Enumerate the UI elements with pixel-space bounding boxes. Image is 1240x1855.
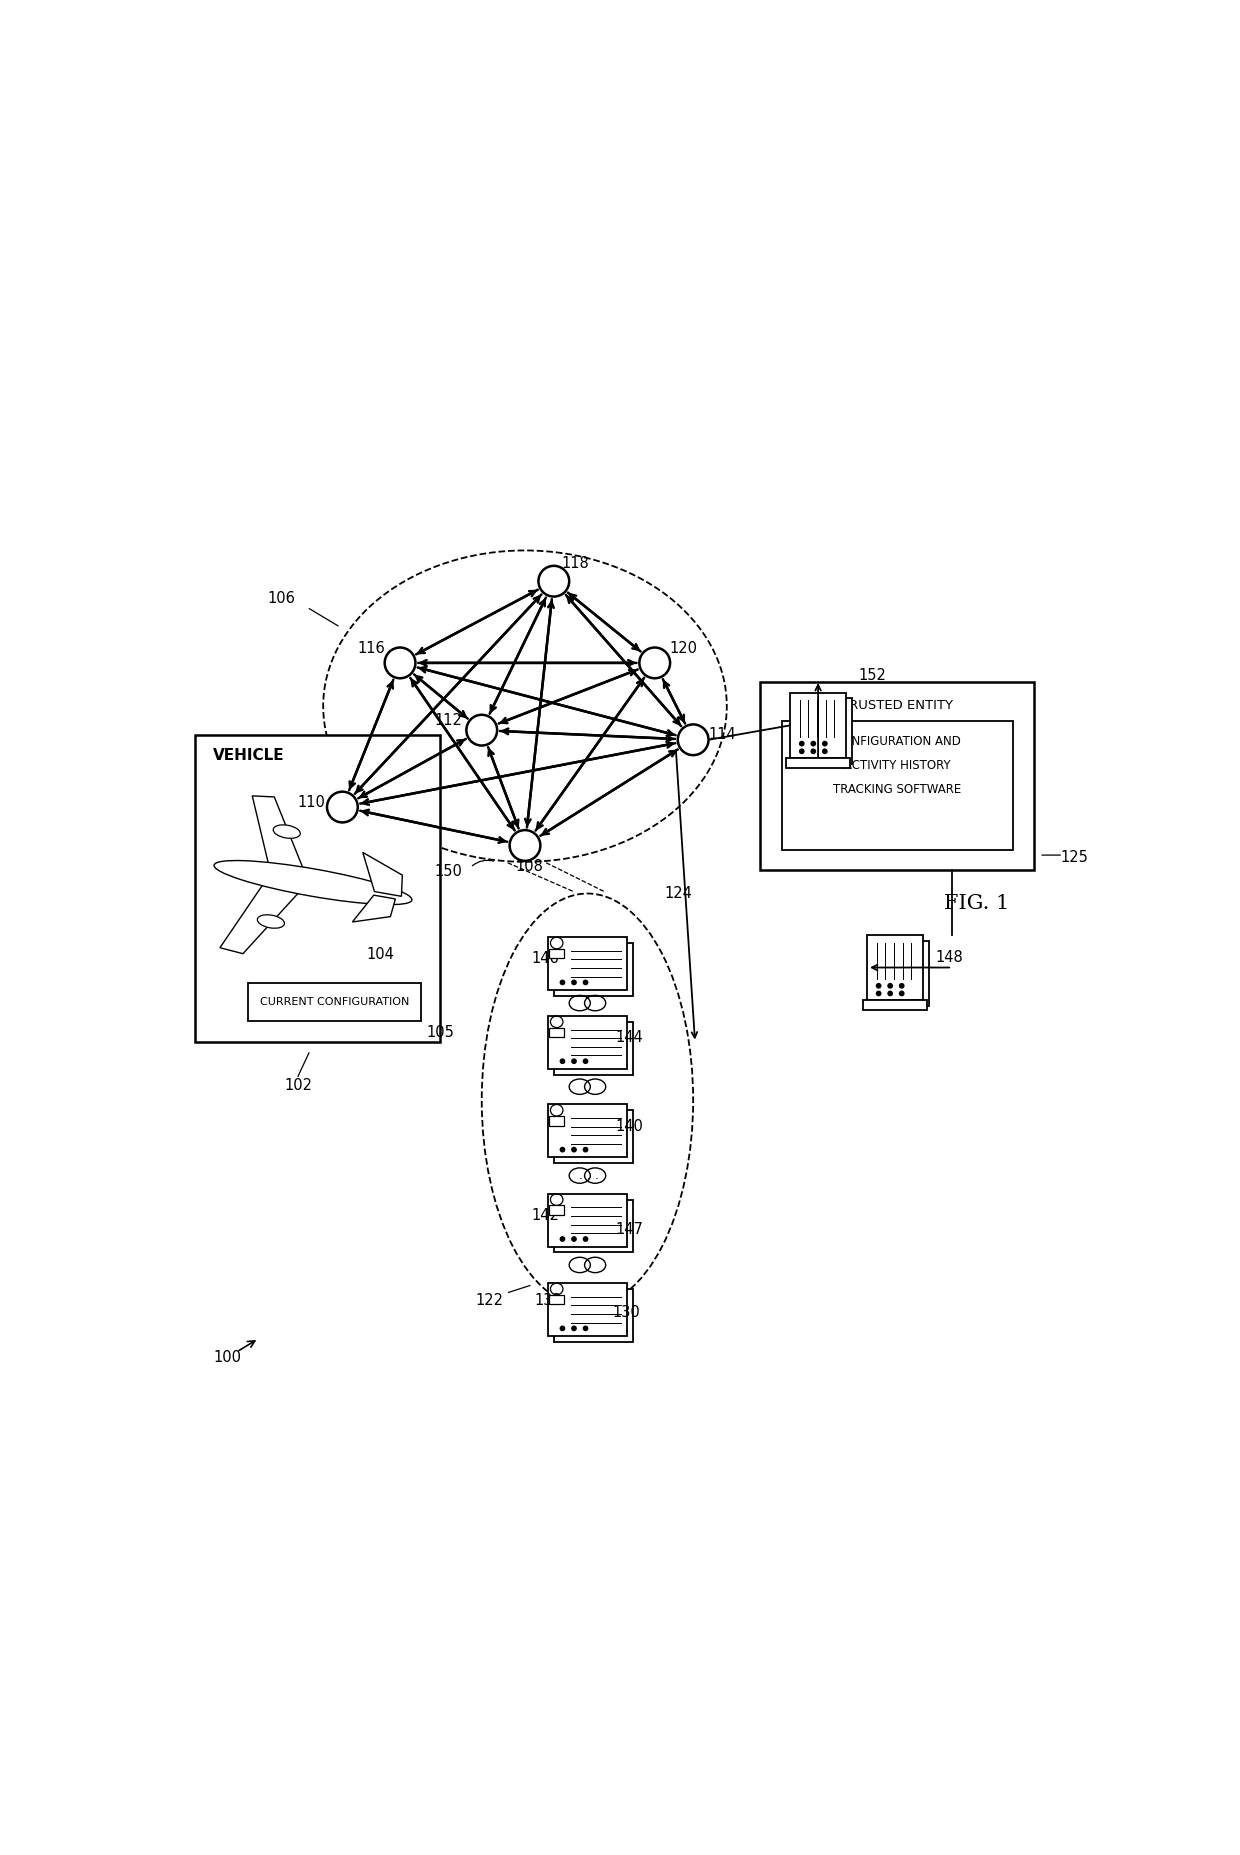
Polygon shape [363,853,402,896]
Text: TRUSTED ENTITY: TRUSTED ENTITY [842,699,954,712]
Circle shape [899,983,905,989]
Circle shape [822,748,828,755]
Circle shape [327,792,358,822]
FancyBboxPatch shape [548,1195,627,1247]
Text: 140: 140 [615,1119,644,1133]
FancyBboxPatch shape [790,692,846,759]
Circle shape [559,1059,565,1065]
Text: 104: 104 [366,948,394,963]
Text: 112: 112 [434,712,463,727]
Text: VEHICLE: VEHICLE [213,748,284,764]
Text: . . .: . . . [579,1169,599,1182]
Text: 116: 116 [357,642,386,657]
Text: 118: 118 [560,556,589,571]
Text: FIG. 1: FIG. 1 [944,894,1009,913]
Circle shape [811,748,816,755]
Ellipse shape [258,915,284,928]
Circle shape [510,829,541,861]
FancyBboxPatch shape [548,1284,627,1336]
Circle shape [559,1326,565,1332]
Circle shape [583,1235,589,1241]
Text: 102: 102 [285,1078,312,1093]
Text: 105: 105 [427,1026,454,1041]
Text: 147: 147 [615,1222,644,1237]
FancyBboxPatch shape [554,1289,632,1341]
Text: 144: 144 [615,1030,644,1044]
Circle shape [559,979,565,985]
Text: 125: 125 [1060,850,1089,866]
Polygon shape [219,881,303,953]
Circle shape [875,991,882,996]
FancyBboxPatch shape [554,942,632,996]
Polygon shape [352,896,396,922]
Text: 114: 114 [708,727,735,742]
Circle shape [888,991,893,996]
Circle shape [538,566,569,597]
Circle shape [466,714,497,746]
Circle shape [572,979,577,985]
Circle shape [888,983,893,989]
FancyBboxPatch shape [867,935,923,1000]
Text: 152: 152 [858,668,887,683]
FancyBboxPatch shape [554,1200,632,1252]
Circle shape [559,1146,565,1152]
Text: 132: 132 [534,1293,563,1308]
Text: ACTIVITY HISTORY: ACTIVITY HISTORY [844,759,951,772]
Text: 110: 110 [298,794,326,811]
FancyBboxPatch shape [781,720,1013,850]
Text: 120: 120 [670,642,698,657]
FancyBboxPatch shape [786,759,849,768]
Circle shape [559,1235,565,1241]
FancyBboxPatch shape [549,1206,564,1215]
Circle shape [822,740,828,746]
Text: 146: 146 [532,952,559,966]
FancyBboxPatch shape [549,1117,564,1126]
Circle shape [640,647,670,679]
Text: TRACKING SOFTWARE: TRACKING SOFTWARE [833,783,961,796]
Text: 100: 100 [213,1350,241,1365]
FancyBboxPatch shape [549,1028,564,1037]
Circle shape [583,1146,589,1152]
Circle shape [583,979,589,985]
FancyBboxPatch shape [760,683,1034,870]
Circle shape [899,991,905,996]
Text: 108: 108 [516,859,543,874]
Ellipse shape [273,825,300,838]
Circle shape [678,725,708,755]
Circle shape [799,748,805,755]
Circle shape [799,740,805,746]
Circle shape [572,1326,577,1332]
Circle shape [572,1146,577,1152]
Circle shape [875,983,882,989]
FancyBboxPatch shape [196,735,440,1043]
Text: 106: 106 [268,592,296,607]
FancyBboxPatch shape [549,948,564,959]
Circle shape [572,1235,577,1241]
Text: 148: 148 [935,950,963,965]
FancyBboxPatch shape [554,1022,632,1074]
Text: 124: 124 [665,887,693,902]
Circle shape [811,740,816,746]
Text: CONFIGURATION AND: CONFIGURATION AND [835,735,961,748]
Ellipse shape [215,861,412,905]
FancyBboxPatch shape [873,940,929,1005]
FancyBboxPatch shape [548,1104,627,1158]
FancyBboxPatch shape [548,1017,627,1068]
Circle shape [583,1326,589,1332]
Circle shape [583,1059,589,1065]
Text: CURRENT CONFIGURATION: CURRENT CONFIGURATION [260,998,409,1007]
Text: 122: 122 [475,1293,503,1308]
FancyBboxPatch shape [863,1000,926,1009]
Circle shape [572,1059,577,1065]
Text: 130: 130 [613,1306,640,1321]
FancyBboxPatch shape [548,937,627,991]
FancyBboxPatch shape [554,1111,632,1163]
Text: 150: 150 [434,864,463,879]
FancyBboxPatch shape [549,1295,564,1304]
FancyBboxPatch shape [796,699,852,764]
Circle shape [384,647,415,679]
Polygon shape [252,796,305,874]
FancyBboxPatch shape [248,983,422,1022]
Text: 142: 142 [532,1208,559,1222]
